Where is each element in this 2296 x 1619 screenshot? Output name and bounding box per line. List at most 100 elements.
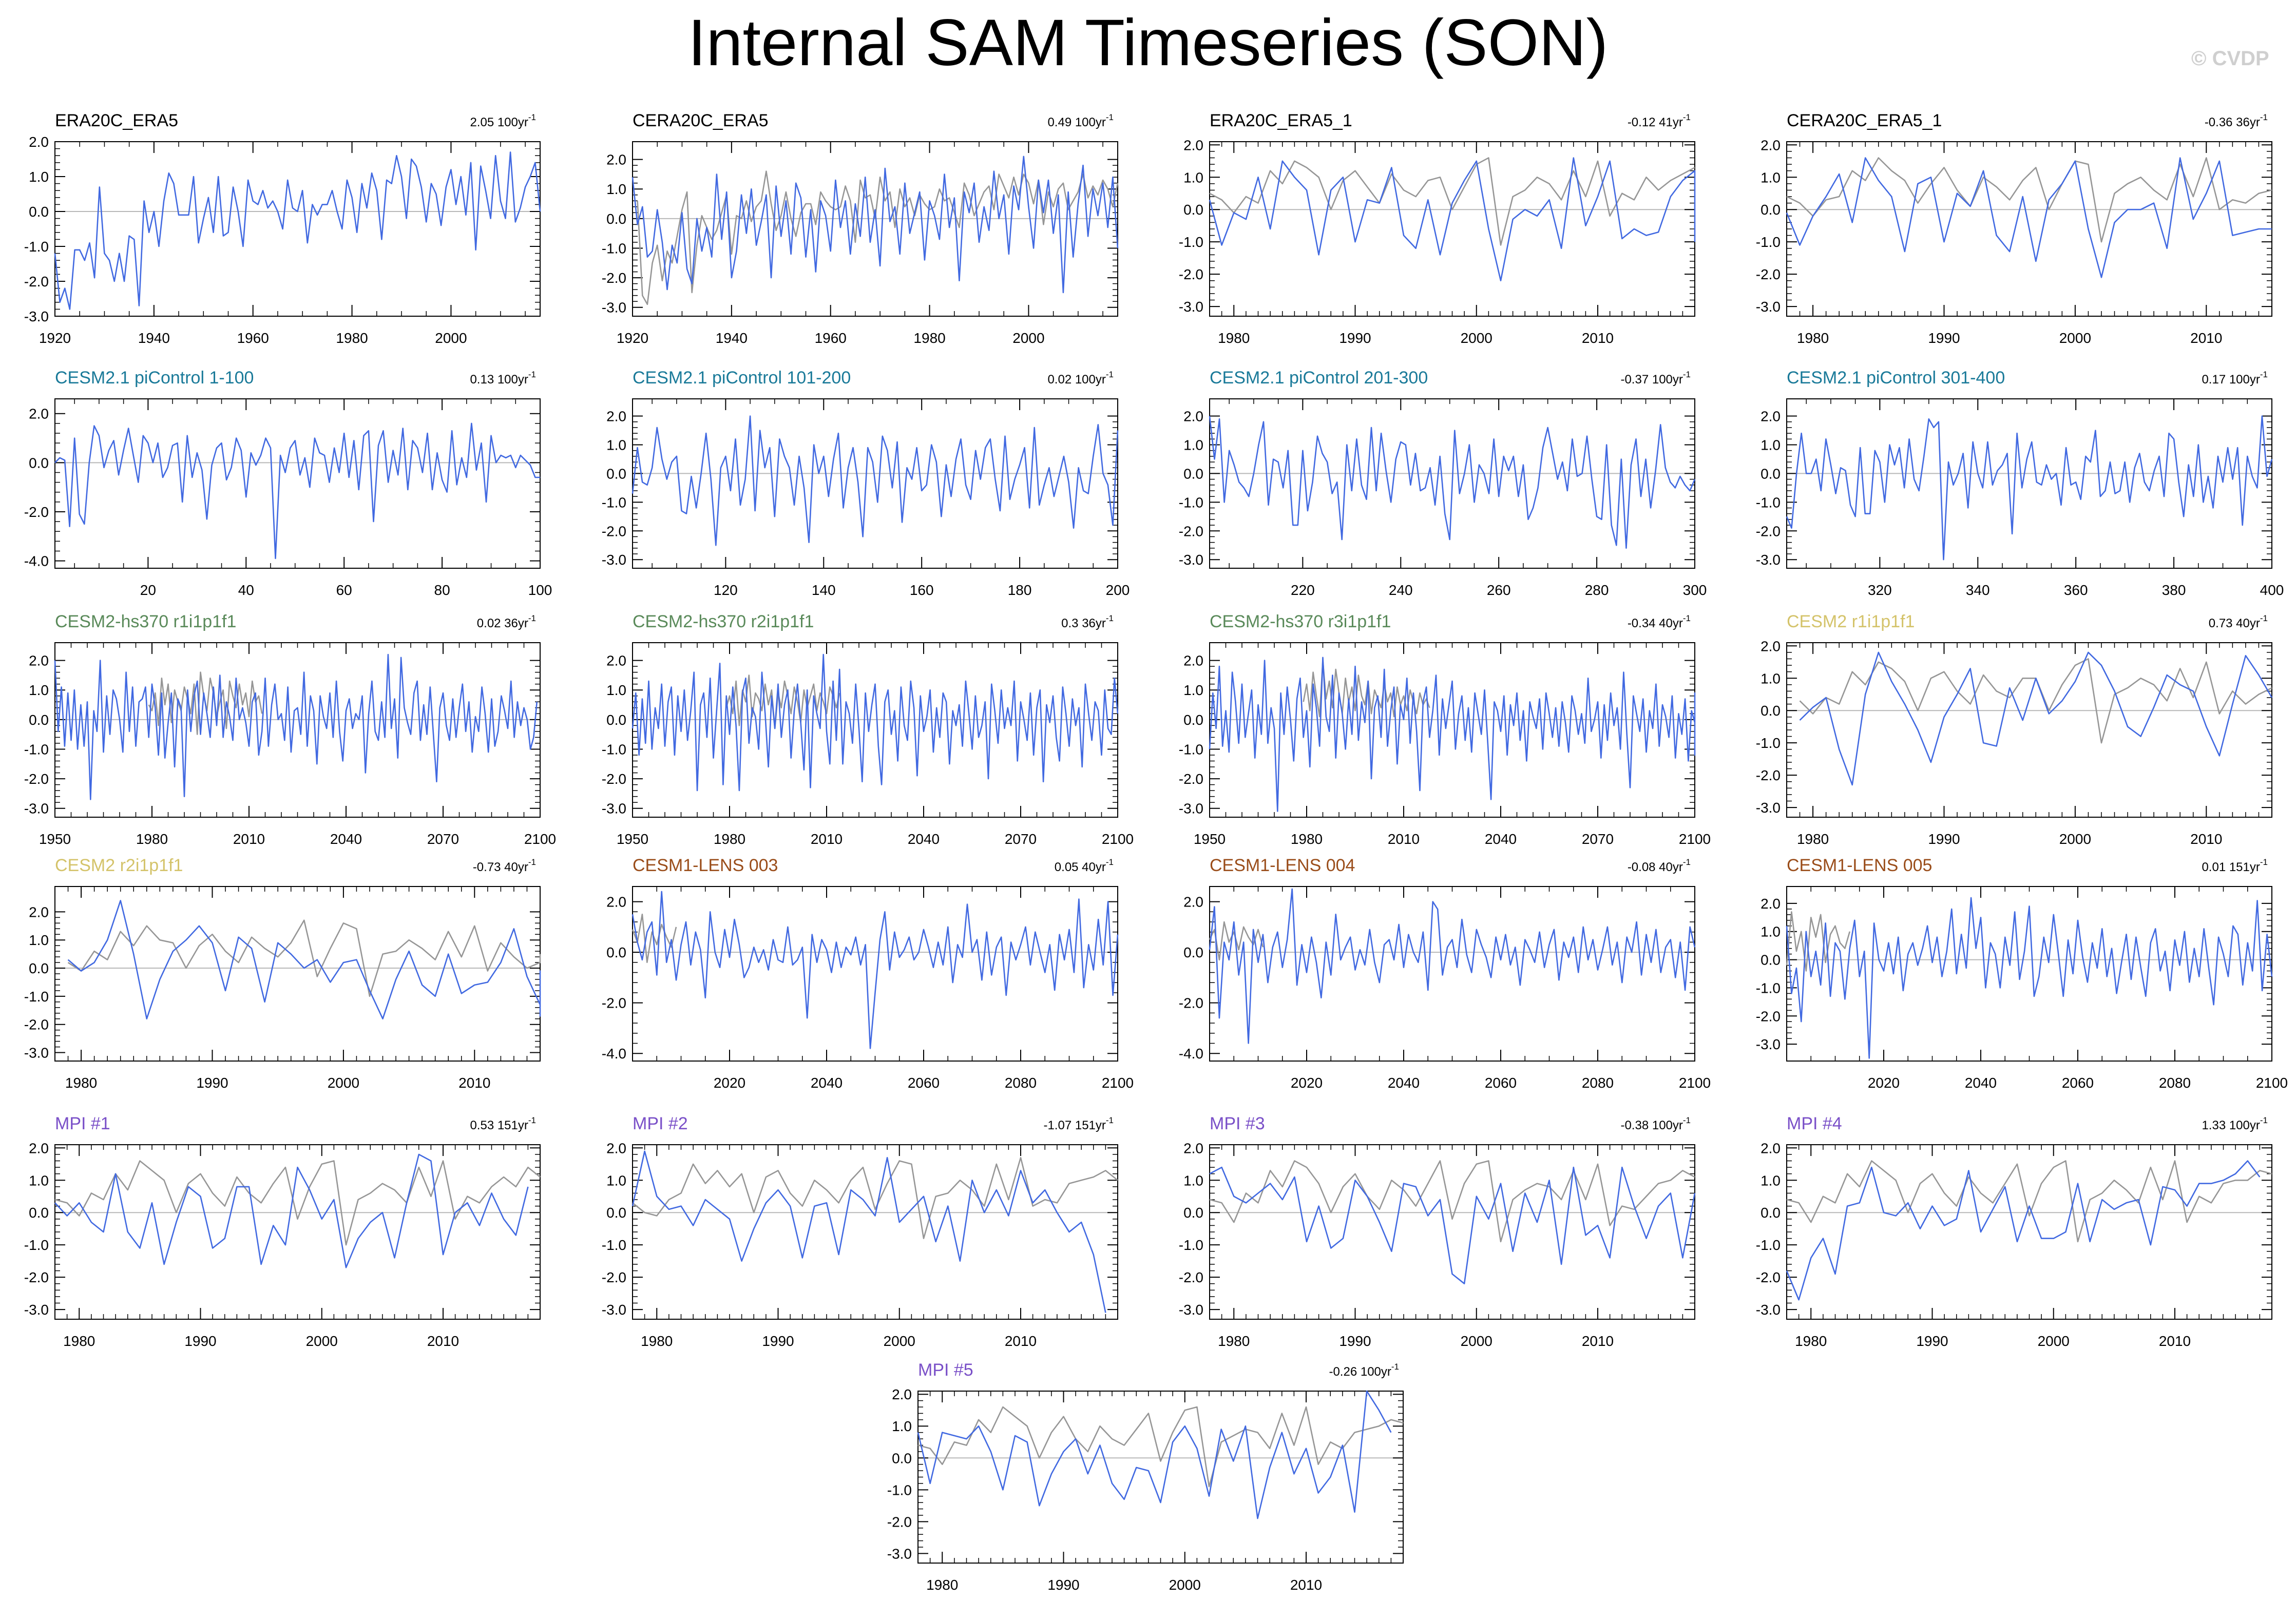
- x-tick-label: 2000: [1012, 330, 1044, 346]
- chart-panel: 1920 1940 1960 1980 2000 2.0 1.0 0.0 -1.0 -2.0 -3.…: [24, 111, 541, 346]
- y-tick-label: -2.0: [24, 1017, 49, 1033]
- panel-title: CESM1-LENS 003: [633, 856, 778, 875]
- y-tick-label: 1.0: [29, 1172, 49, 1188]
- x-tick-label: 20: [140, 582, 156, 598]
- y-tick-label: -1.0: [24, 989, 49, 1005]
- y-tick-label: -1.0: [1179, 1237, 1203, 1253]
- trend-label: 0.53 151yr-1: [470, 1115, 536, 1132]
- x-tick-label: 2010: [2190, 831, 2222, 847]
- y-tick-label: -1.0: [1756, 735, 1781, 751]
- x-tick-label: 1990: [1928, 330, 1960, 346]
- y-tick-label: -2.0: [602, 1269, 626, 1285]
- model-series-line: [1786, 897, 2273, 1059]
- trend-exponent: -1: [1683, 857, 1691, 867]
- model-series-line: [1209, 657, 1696, 812]
- y-tick-label: -1.0: [602, 1237, 626, 1253]
- x-tick-label: 1990: [196, 1075, 228, 1091]
- y-tick-label: 2.0: [29, 406, 49, 422]
- x-tick-label: 80: [434, 582, 450, 598]
- plot-frame: [54, 642, 541, 818]
- y-tick-label: -2.0: [602, 523, 626, 539]
- y-tick-label: 1.0: [1183, 682, 1203, 698]
- model-series-line: [54, 653, 538, 800]
- x-tick-label: 1920: [617, 330, 648, 346]
- y-tick-label: -1.0: [602, 494, 626, 510]
- y-tick-label: 2.0: [606, 894, 626, 910]
- y-tick-label: 1.0: [29, 169, 49, 185]
- x-tick-label: 1950: [617, 831, 648, 847]
- y-tick-label: 0.0: [606, 211, 626, 227]
- model-series-line: [54, 1153, 529, 1268]
- panel-title: CESM2.1 piControl 201-300: [1210, 368, 1428, 388]
- x-tick-label: 2100: [1679, 831, 1711, 847]
- panel-title: CESM2 r1i1p1f1: [1787, 612, 1915, 631]
- y-tick-label: 1.0: [606, 1172, 626, 1188]
- x-tick-label: 2000: [306, 1333, 338, 1349]
- x-tick-label: 2070: [1582, 831, 1614, 847]
- x-tick-label: 2080: [1005, 1075, 1037, 1091]
- panel-title: CESM2-hs370 r1i1p1f1: [55, 612, 236, 631]
- trend-label: 0.02 36yr-1: [477, 613, 536, 630]
- obs-series-line: [1209, 157, 1695, 246]
- x-tick-label: 1980: [1797, 330, 1829, 346]
- obs-series-line: [632, 913, 677, 963]
- y-tick-label: 2.0: [606, 1140, 626, 1156]
- model-series-line: [632, 415, 1119, 546]
- x-tick-label: 1980: [63, 1333, 95, 1349]
- y-tick-label: -1.0: [1756, 494, 1781, 510]
- panel-title: MPI #5: [918, 1360, 973, 1380]
- y-tick-label: 0.0: [29, 1205, 49, 1221]
- plot-frame: [54, 398, 541, 569]
- y-tick-label: 0.0: [29, 960, 49, 976]
- y-tick-label: -2.0: [887, 1514, 912, 1530]
- obs-series-line: [1786, 911, 1851, 972]
- x-tick-label: 1940: [716, 330, 748, 346]
- trend-label: -0.37 100yr-1: [1620, 370, 1691, 387]
- y-tick-label: -2.0: [1756, 1008, 1781, 1024]
- x-tick-label: 2020: [1868, 1075, 1900, 1091]
- y-tick-label: 2.0: [1761, 137, 1781, 153]
- trend-label: -0.26 100yr-1: [1329, 1362, 1399, 1379]
- x-tick-label: 1980: [1797, 831, 1829, 847]
- x-tick-label: 1990: [1928, 831, 1960, 847]
- x-tick-label: 2010: [427, 1333, 459, 1349]
- y-tick-label: -2.0: [1179, 995, 1203, 1011]
- plot-frame: [1786, 1144, 2272, 1320]
- chart-panel: 1980 1990 2000 2010 2.0 1.0 0.0 -1.0 -2.0 -3.0 MPI…: [602, 1114, 1118, 1349]
- x-tick-label: 2060: [1485, 1075, 1517, 1091]
- x-tick-label: 2040: [1485, 831, 1517, 847]
- panel-title: CERA20C_ERA5_1: [1787, 111, 1942, 130]
- x-tick-label: 1990: [1916, 1333, 1948, 1349]
- model-series-line: [1786, 1160, 2261, 1301]
- x-tick-label: 2010: [233, 831, 265, 847]
- y-tick-label: 1.0: [892, 1418, 912, 1434]
- x-tick-label: 2010: [811, 831, 843, 847]
- y-tick-label: -1.0: [1756, 234, 1781, 250]
- y-tick-label: -3.0: [24, 309, 49, 324]
- chart-panel: 1980 1990 2000 2010 2.0 1.0 0.0 -1.0 -2.0 -3.0 MPI…: [1756, 1114, 2272, 1349]
- trend-label: 0.01 151yr-1: [2202, 857, 2268, 874]
- y-tick-label: -2.0: [1179, 266, 1203, 282]
- y-tick-label: 0.0: [1761, 466, 1781, 481]
- model-series-line: [54, 151, 541, 310]
- chart-panel: 20 40 60 80 100 2.0 0.0 -2.0 -4.0 CESM2.1 piContr…: [24, 368, 552, 598]
- x-tick-label: 220: [1291, 582, 1315, 598]
- plot-frame: [1209, 141, 1695, 317]
- trend-label: 1.33 100yr-1: [2202, 1115, 2268, 1132]
- y-tick-label: -2.0: [602, 270, 626, 286]
- y-tick-label: -1.0: [24, 741, 49, 757]
- trend-label: -0.12 41yr-1: [1628, 112, 1691, 129]
- y-tick-label: 2.0: [606, 653, 626, 669]
- x-tick-label: 1980: [1218, 1333, 1250, 1349]
- trend-exponent: -1: [1106, 370, 1114, 379]
- y-tick-label: 0.0: [606, 712, 626, 728]
- x-tick-label: 2100: [524, 831, 556, 847]
- y-tick-label: 2.0: [29, 904, 49, 920]
- obs-series-line: [54, 1160, 541, 1246]
- y-tick-label: 1.0: [1761, 437, 1781, 453]
- chart-panel: 1920 1940 1960 1980 2000 2.0 1.0 0.0 -1.0 -2.0 -3.…: [602, 111, 1119, 346]
- x-tick-label: 2100: [1102, 831, 1134, 847]
- y-tick-label: -2.0: [1756, 266, 1781, 282]
- x-tick-label: 2010: [2159, 1333, 2191, 1349]
